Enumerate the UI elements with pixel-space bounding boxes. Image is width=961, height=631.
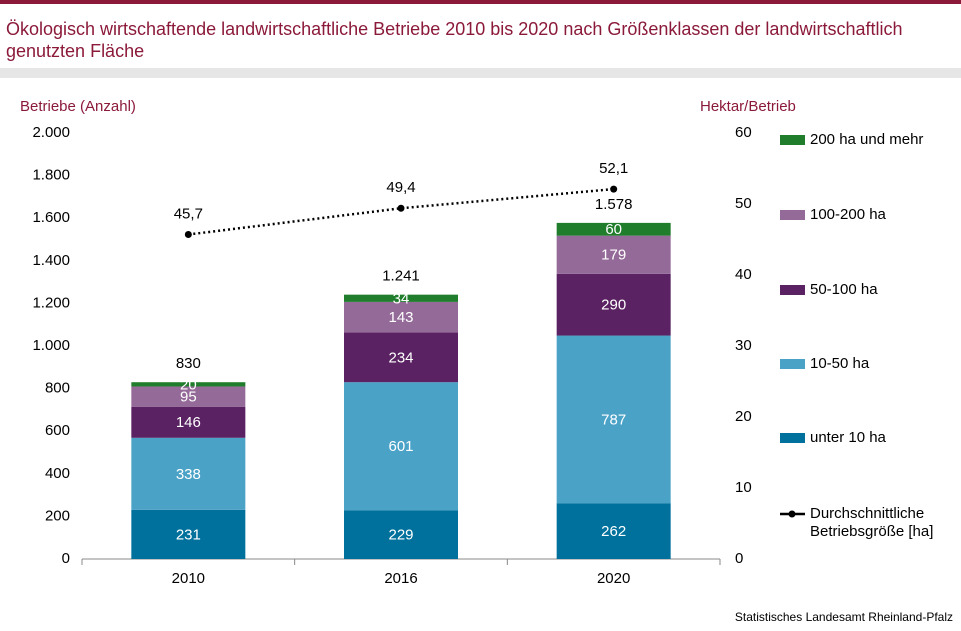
- legend-label: unter 10 ha: [810, 429, 886, 446]
- y2-tick-label: 20: [735, 408, 752, 425]
- segment-label: 179: [601, 247, 626, 264]
- bar-segment: [556, 273, 671, 336]
- line-point: [184, 231, 192, 239]
- y2-axis-title: Hektar/Betrieb: [700, 98, 796, 115]
- segment-label: 95: [180, 389, 197, 406]
- y-tick-label: 2.000: [32, 124, 70, 141]
- line-label: 49,4: [386, 179, 415, 196]
- y-tick-label: 1.000: [32, 337, 70, 354]
- y-tick-label: 1.400: [32, 252, 70, 269]
- bar-segment: [344, 510, 458, 559]
- bar-segment: [344, 301, 458, 333]
- y-axis-title: Betriebe (Anzahl): [20, 98, 136, 115]
- y2-tick-label: 30: [735, 337, 752, 354]
- y2-tick-label: 0: [735, 550, 743, 567]
- bar-segment: [131, 437, 246, 510]
- x-tick-label: 2016: [384, 570, 417, 587]
- segment-label: 234: [388, 349, 413, 366]
- legend-swatch: [780, 210, 805, 220]
- segment-label: 338: [176, 466, 201, 483]
- x-tick-label: 2010: [172, 570, 205, 587]
- legend-swatch: [780, 433, 805, 443]
- segment-label: 143: [388, 309, 413, 326]
- line-label: 45,7: [174, 205, 203, 222]
- segment-label: 229: [388, 527, 413, 544]
- line: [188, 187, 614, 236]
- bar-segment: [131, 382, 246, 387]
- legend-swatch: [780, 359, 805, 369]
- bar-segment: [344, 382, 458, 511]
- y-tick-label: 0: [62, 550, 70, 567]
- segment-label: 262: [601, 523, 626, 540]
- y-tick-label: 400: [45, 465, 70, 482]
- y-tick-label: 600: [45, 422, 70, 439]
- segment-label: 290: [601, 297, 626, 314]
- segment-label: 60: [605, 221, 622, 238]
- bar-segment: [344, 294, 458, 302]
- line-point: [397, 204, 405, 212]
- legend-label: 100-200 ha: [810, 206, 886, 223]
- header-band: [0, 68, 961, 78]
- x-tick-label: 2020: [597, 570, 630, 587]
- bar-segment: [556, 222, 671, 236]
- legend-swatch: [780, 285, 805, 295]
- source: Statistisches Landesamt Rheinland-Pfalz: [734, 610, 953, 624]
- y-tick-label: 200: [45, 507, 70, 524]
- segment-label: 231: [176, 526, 201, 543]
- line-point: [610, 185, 618, 193]
- y2-tick-label: 60: [735, 124, 752, 141]
- y-tick-label: 1.800: [32, 167, 70, 184]
- y-tick-label: 800: [45, 380, 70, 397]
- segment-label: 146: [176, 414, 201, 431]
- legend-swatch: [780, 135, 805, 145]
- line-label: 52,1: [599, 160, 628, 177]
- y-tick-label: 1.600: [32, 209, 70, 226]
- legend-label: Durchschnittliche Betriebsgröße [ha]: [810, 505, 934, 540]
- chart-title: Ökologisch wirtschaftende landwirtschaft…: [6, 19, 903, 61]
- segment-label: 787: [601, 411, 626, 428]
- y2-tick-label: 40: [735, 266, 752, 283]
- top-rule: [0, 0, 961, 4]
- legend-label: 200 ha und mehr: [810, 131, 924, 148]
- y-tick-label: 1.200: [32, 294, 70, 311]
- legend-label: 10-50 ha: [810, 355, 870, 372]
- bar-segment: [131, 386, 246, 407]
- segment-label: 34: [393, 290, 410, 307]
- bar-segment: [131, 406, 246, 438]
- bar-segment: [344, 332, 458, 383]
- segment-label: 601: [388, 438, 413, 455]
- total-label: 1.578: [595, 196, 633, 213]
- legend-dot: [788, 510, 796, 518]
- bar-segment: [131, 509, 246, 559]
- total-label: 830: [176, 355, 201, 372]
- bar-segment: [556, 235, 671, 274]
- y2-tick-label: 50: [735, 195, 752, 212]
- bar-segment: [556, 335, 671, 504]
- total-label: 1.241: [382, 268, 420, 285]
- segment-label: 20: [180, 376, 197, 393]
- y2-tick-label: 10: [735, 479, 752, 496]
- bar-segment: [556, 503, 671, 559]
- legend-label: 50-100 ha: [810, 281, 878, 298]
